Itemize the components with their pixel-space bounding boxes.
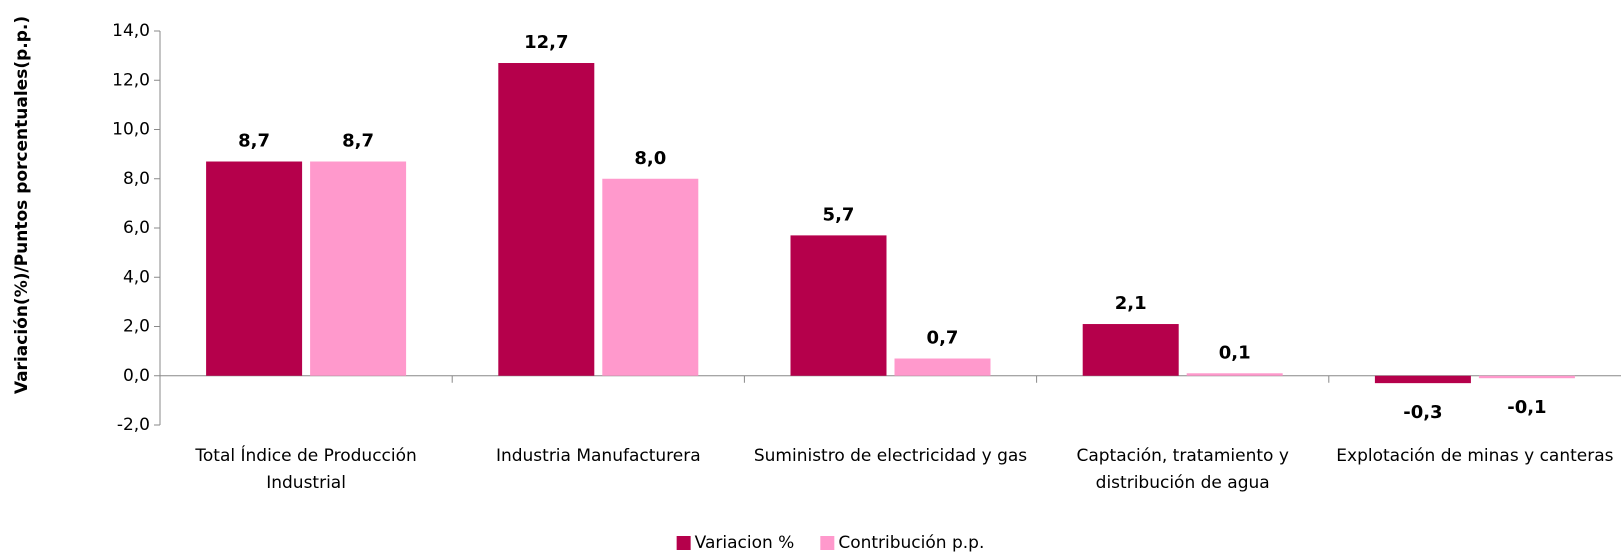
bar (1082, 324, 1179, 376)
legend-label: Variacion % (695, 533, 795, 553)
legend-label: Contribución p.p. (838, 533, 984, 553)
y-tick-label: 12,0 (112, 70, 150, 90)
x-tick-label: Captación, tratamiento y distribución de… (1076, 446, 1289, 493)
x-tick-label: Total Índice de Producción Industrial (195, 446, 417, 493)
legend-swatch (820, 536, 835, 550)
y-tick-label: 8,0 (123, 169, 150, 189)
y-tick-label: 14,0 (112, 21, 150, 41)
x-tick-label: Explotación de minas y canteras (1336, 446, 1614, 466)
y-axis-label: Variación(%)/Puntos porcentuales(p.p.) (12, 16, 32, 394)
y-tick-label: 10,0 (112, 120, 150, 140)
bar (1478, 375, 1575, 379)
value-label: 2,1 (1115, 293, 1147, 314)
y-tick-label: 2,0 (123, 317, 150, 337)
value-label: 8,7 (238, 131, 270, 152)
bar (498, 63, 595, 376)
value-label: -0,1 (1507, 397, 1546, 418)
y-tick-label: 0,0 (123, 366, 150, 386)
bar (206, 161, 303, 376)
y-tick-label: 6,0 (123, 218, 150, 238)
bar (790, 235, 887, 376)
bar (1374, 375, 1471, 384)
legend: Variacion % Contribución p.p. (676, 533, 984, 553)
bar (1186, 373, 1283, 376)
y-tick-label: -2,0 (117, 415, 150, 435)
legend-swatch (676, 536, 691, 550)
bar (310, 161, 407, 376)
value-label: 8,0 (634, 148, 666, 169)
bar (602, 178, 699, 376)
y-tick-label: 4,0 (123, 267, 150, 287)
value-label: 5,7 (823, 204, 855, 225)
bar (894, 358, 991, 376)
value-label: -0,3 (1403, 402, 1442, 423)
value-label: 8,7 (342, 131, 374, 152)
value-label: 0,7 (927, 328, 959, 349)
value-label: 0,1 (1219, 342, 1251, 363)
value-label: 12,7 (524, 32, 568, 53)
x-tick-label: Suministro de electricidad y gas (753, 446, 1028, 466)
x-tick-label: Industria Manufacturera (495, 446, 701, 466)
